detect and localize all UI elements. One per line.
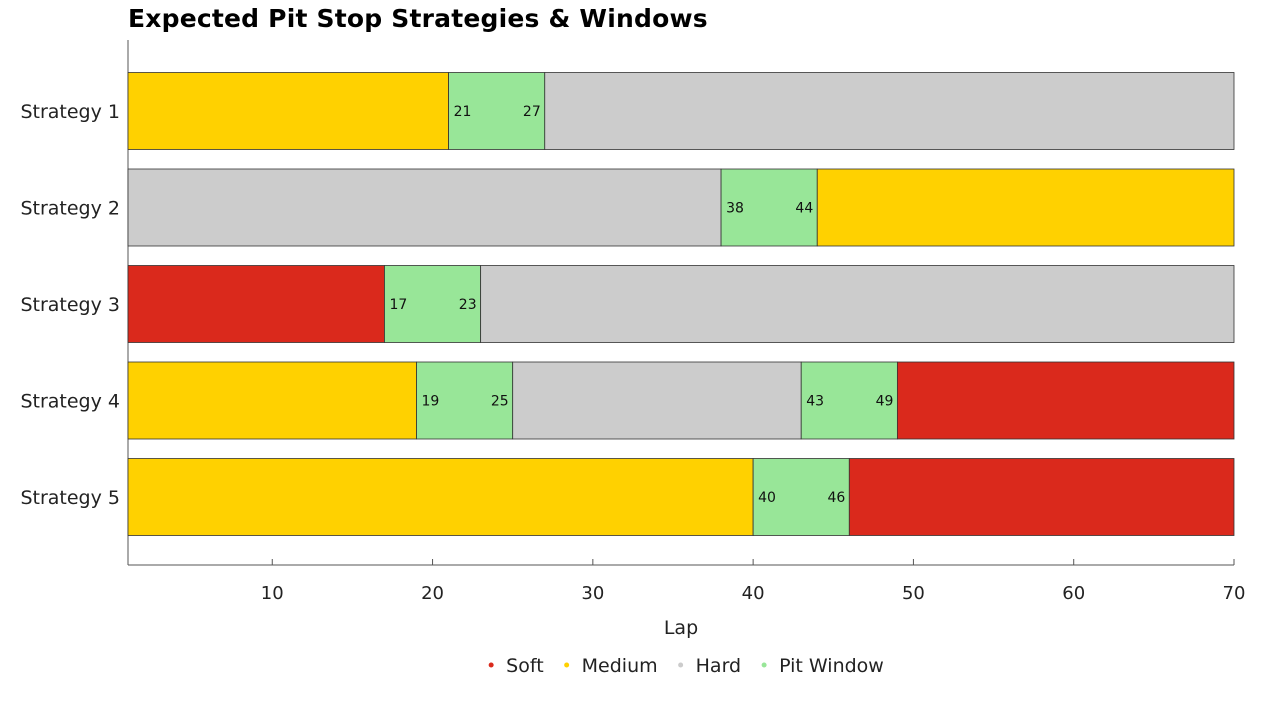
pit-window-end-label: 27 [523,104,541,120]
bar-segment-hard [512,361,802,440]
legend-item-soft: Soft [488,655,544,677]
legend-label: Pit Window [779,655,884,677]
bar-segment-medium [816,168,1235,247]
strategy-row: 40 46 [127,458,1235,536]
x-tick-label: 40 [742,583,765,604]
bar-segment-medium [127,458,754,536]
strategy-row: 19 25 43 49 [127,361,1235,440]
legend-label: Medium [582,655,658,677]
legend-marker [761,662,767,668]
legend-marker [488,662,494,668]
pit-window-start-label: 43 [806,394,824,410]
x-axis-title: Lap [664,617,698,639]
pit-window-end-label: 25 [491,394,509,410]
pit-window-end-label: 46 [827,490,845,506]
category-label: Strategy 2 [20,198,120,220]
bar-segment-soft [127,265,385,343]
bar-segment-medium [127,72,449,150]
category-label: Strategy 3 [20,294,120,316]
pit-window-end-label: 23 [459,297,477,313]
legend-item-hard: Hard [678,655,741,677]
bar-segment-soft [848,458,1235,536]
bar-segment-pit [384,265,482,343]
strategy-row: 21 27 [127,72,1235,150]
strategy-row: 38 44 [127,168,1235,247]
legend-item-medium: Medium [564,655,658,677]
pit-window-start-label: 19 [422,394,440,410]
pit-window-end-label: 49 [876,394,894,410]
bar-segment-medium [127,361,417,440]
legend-marker [678,662,684,668]
pit-window-end-label: 44 [795,201,813,217]
x-tick-label: 60 [1062,583,1085,604]
legend: Soft Medium Hard Pit Window [488,655,884,677]
legend-item-pit: Pit Window [761,655,884,677]
bar-segment-hard [544,72,1235,150]
pit-window-start-label: 17 [389,297,407,313]
x-tick-label: 70 [1223,583,1246,604]
bar-segment-pit [720,168,818,247]
bar-segment-pit [416,361,514,440]
chart-title: Expected Pit Stop Strategies & Windows [128,4,708,33]
bar-segment-pit [752,458,850,536]
x-tick-label: 30 [581,583,604,604]
category-label: Strategy 5 [20,487,120,509]
legend-label: Hard [696,655,741,677]
legend-marker [564,662,570,668]
bar-segment-hard [127,168,722,247]
strategy-row: 17 23 [127,265,1235,343]
pit-window-start-label: 21 [454,104,472,120]
legend-label: Soft [506,655,544,677]
x-tick-label: 50 [902,583,925,604]
bar-segment-soft [896,361,1235,440]
pit-window-start-label: 38 [726,201,744,217]
bar-segment-pit [448,72,546,150]
category-labels: Strategy 1 Strategy 2 Strategy 3 Strategy 4… [20,101,120,509]
x-tick-label: 20 [421,583,444,604]
x-ticks: 10 20 30 40 50 60 70 [261,559,1246,604]
bar-segment-hard [480,265,1235,343]
category-label: Strategy 1 [20,101,120,123]
x-tick-label: 10 [261,583,284,604]
pit-window-start-label: 40 [758,490,776,506]
category-label: Strategy 4 [20,391,120,413]
